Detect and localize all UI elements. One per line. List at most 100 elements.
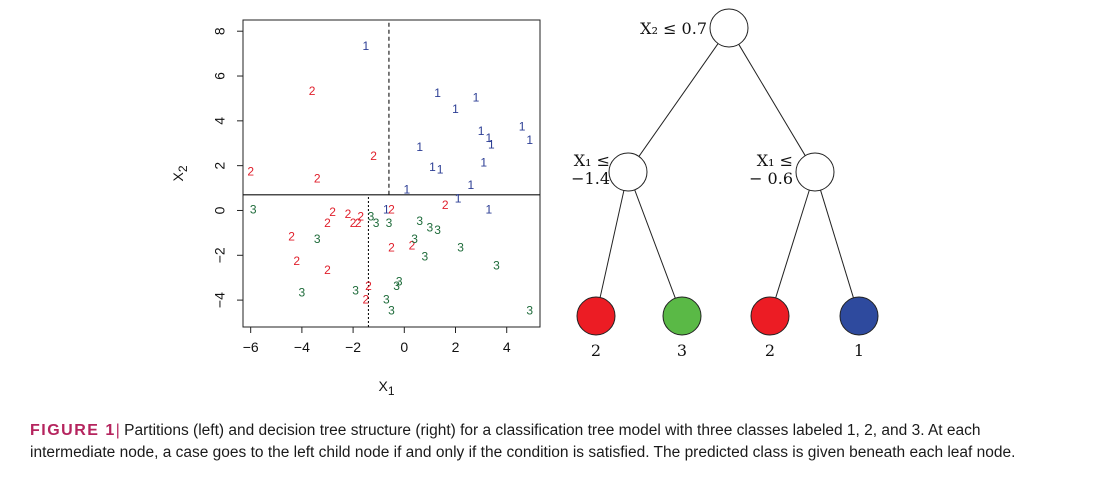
x-tick-label: −2 bbox=[345, 339, 361, 355]
data-point-class-2: 2 bbox=[324, 263, 331, 277]
tree-edge bbox=[638, 43, 719, 157]
tree-node-condition: − 0.6 bbox=[749, 169, 793, 188]
data-point-class-1: 1 bbox=[519, 120, 526, 134]
caption-label: FIGURE 1 bbox=[30, 422, 116, 439]
data-point-class-3: 3 bbox=[493, 259, 500, 273]
caption-text: Partitions (left) and decision tree stru… bbox=[30, 422, 1016, 461]
data-point-class-2: 2 bbox=[409, 239, 416, 253]
data-point-class-1: 1 bbox=[478, 124, 485, 138]
data-point-class-1: 1 bbox=[434, 86, 441, 100]
data-point-class-3: 3 bbox=[411, 232, 418, 246]
x-tick-label: 0 bbox=[400, 339, 408, 355]
tree-leaf-class-label: 2 bbox=[765, 341, 775, 360]
caption-separator: | bbox=[115, 422, 120, 439]
data-point-class-3: 3 bbox=[368, 209, 375, 223]
data-point-class-3: 3 bbox=[352, 283, 359, 297]
data-point-class-3: 3 bbox=[396, 274, 403, 288]
tree-leaf-leaf1 bbox=[576, 296, 616, 336]
decision-tree: X₂ ≤ 0.7X₁ ≤−1.4X₁ ≤− 0.62 3 2 1 bbox=[571, 8, 879, 360]
data-point-class-2: 2 bbox=[288, 230, 295, 244]
data-point-class-2: 2 bbox=[247, 165, 254, 179]
data-point-class-2: 2 bbox=[363, 292, 370, 306]
tree-leaf-class-label: 1 bbox=[854, 341, 864, 360]
tree-node-condition: X₁ ≤ bbox=[574, 151, 610, 170]
data-point-class-2: 2 bbox=[365, 279, 372, 293]
x-tick-label: 4 bbox=[503, 339, 511, 355]
data-point-class-1: 1 bbox=[437, 162, 444, 176]
data-point-class-2: 2 bbox=[314, 171, 321, 185]
data-point-class-1: 1 bbox=[485, 131, 492, 145]
tree-edge bbox=[775, 189, 810, 299]
tree-node-left bbox=[608, 152, 648, 192]
tree-node-condition: X₂ ≤ 0.7 bbox=[640, 19, 707, 38]
data-point-class-3: 3 bbox=[299, 286, 306, 300]
data-point-class-1: 1 bbox=[473, 91, 480, 105]
data-point-class-2: 2 bbox=[442, 198, 449, 212]
y-tick-label: 6 bbox=[212, 72, 228, 80]
x-axis-label-subscript: 1 bbox=[388, 384, 395, 398]
tree-leaf-leaf2 bbox=[662, 296, 702, 336]
x-tick-label: −4 bbox=[294, 339, 310, 355]
data-point-class-3: 3 bbox=[314, 232, 321, 246]
tree-edge bbox=[820, 190, 854, 298]
plot-frame bbox=[242, 19, 541, 328]
data-point-class-2: 2 bbox=[370, 149, 377, 163]
x-tick-label: −6 bbox=[243, 339, 259, 355]
y-tick-label: −2 bbox=[212, 247, 228, 263]
data-point-class-1: 1 bbox=[363, 39, 370, 53]
y-axis-label: X2 bbox=[170, 165, 190, 181]
data-point-class-3: 3 bbox=[427, 221, 434, 235]
data-point-class-2: 2 bbox=[357, 209, 364, 223]
data-point-class-1: 1 bbox=[416, 140, 423, 154]
data-point-class-2: 2 bbox=[345, 207, 352, 221]
tree-leaf-class-label: 3 bbox=[677, 341, 687, 360]
x-axis-label: X1 bbox=[378, 378, 394, 398]
data-point-class-3: 3 bbox=[388, 303, 395, 317]
data-point-class-2: 2 bbox=[388, 241, 395, 255]
data-point-class-1: 1 bbox=[480, 156, 487, 170]
y-tick-label: 0 bbox=[212, 206, 228, 214]
data-point-class-2: 2 bbox=[388, 203, 395, 217]
x-tick-label: 2 bbox=[452, 339, 460, 355]
tree-leaf-leaf3 bbox=[750, 296, 790, 336]
y-tick-label: −4 bbox=[212, 292, 228, 308]
tree-leaf-leaf4 bbox=[839, 296, 879, 336]
tree-edge bbox=[599, 190, 625, 298]
data-point-class-3: 3 bbox=[373, 216, 380, 230]
data-point-class-1: 1 bbox=[383, 203, 390, 217]
data-point-class-3: 3 bbox=[416, 214, 423, 228]
data-point-class-1: 1 bbox=[455, 191, 462, 205]
y-tick-label: 4 bbox=[212, 117, 228, 125]
data-point-class-1: 1 bbox=[429, 160, 436, 174]
data-point-class-3: 3 bbox=[421, 250, 428, 264]
tree-node-right bbox=[795, 152, 835, 192]
data-point-class-1: 1 bbox=[404, 182, 411, 196]
data-point-class-2: 2 bbox=[355, 216, 362, 230]
y-axis-label-subscript: 2 bbox=[176, 165, 190, 172]
data-point-class-1: 1 bbox=[468, 178, 475, 192]
data-point-class-3: 3 bbox=[457, 241, 464, 255]
data-point-class-3: 3 bbox=[250, 203, 257, 217]
data-point-class-3: 3 bbox=[526, 303, 533, 317]
data-point-class-2: 2 bbox=[324, 216, 331, 230]
tree-node-condition: X₁ ≤ bbox=[757, 151, 793, 170]
data-point-class-1: 1 bbox=[526, 133, 533, 147]
data-point-class-1: 1 bbox=[452, 102, 459, 116]
data-point-class-3: 3 bbox=[383, 292, 390, 306]
data-point-class-1: 1 bbox=[485, 203, 492, 217]
tree-node-condition: −1.4 bbox=[571, 169, 610, 188]
y-tick-label: 8 bbox=[212, 27, 228, 35]
tree-leaf-class-label: 2 bbox=[591, 341, 601, 360]
tree-node-root bbox=[709, 8, 749, 48]
tree-edges bbox=[599, 43, 854, 299]
data-point-class-1: 1 bbox=[488, 138, 495, 152]
data-point-class-2: 2 bbox=[350, 216, 357, 230]
data-point-class-3: 3 bbox=[393, 279, 400, 293]
tree-edge bbox=[738, 44, 806, 156]
figure-caption: FIGURE 1| Partitions (left) and decision… bbox=[30, 420, 1070, 464]
tree-edge bbox=[634, 189, 676, 299]
data-point-class-3: 3 bbox=[434, 223, 441, 237]
data-point-class-2: 2 bbox=[329, 205, 336, 219]
